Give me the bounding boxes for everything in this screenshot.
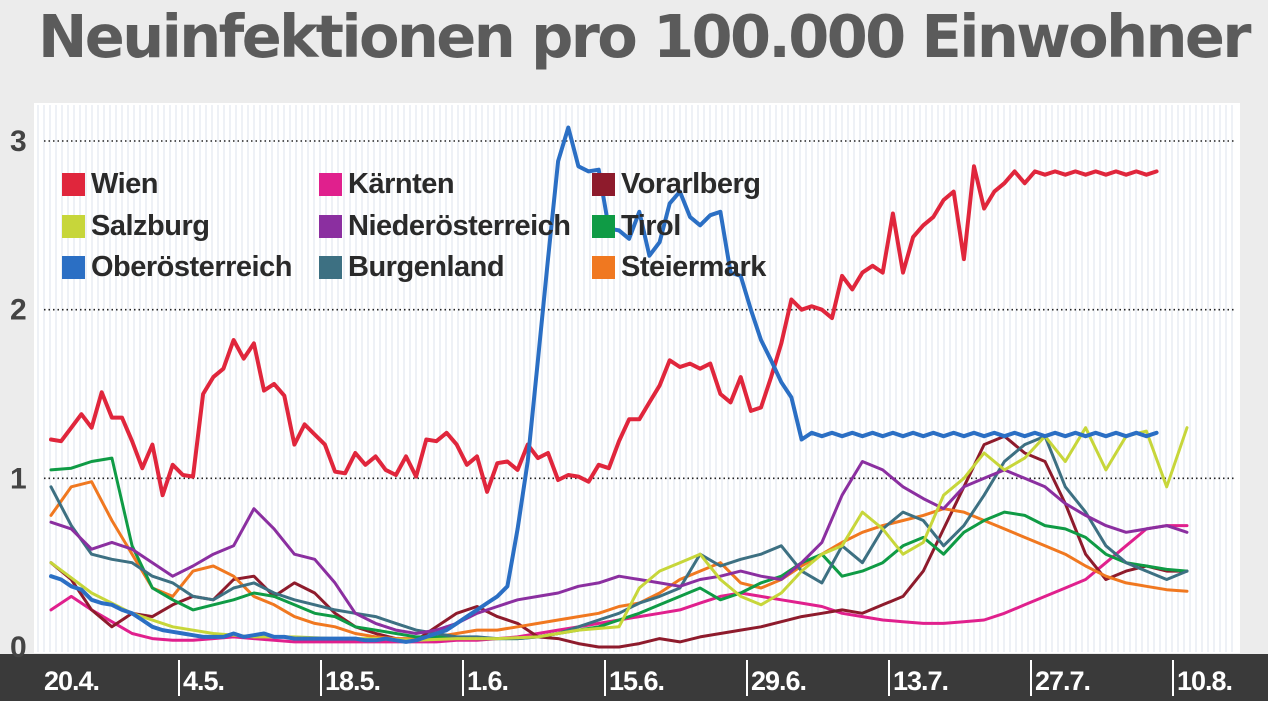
series-line-tirol xyxy=(49,456,1189,641)
legend-item: Oberösterreich xyxy=(62,251,292,284)
legend-label: Oberösterreich xyxy=(91,251,292,283)
legend-item: Salzburg xyxy=(62,210,210,243)
legend-item: Vorarlberg xyxy=(592,168,761,201)
chart-title: Neuinfektionen pro 100.000 Einwohner xyxy=(38,2,1251,71)
legend-swatch xyxy=(62,173,85,196)
x-tick-label: 1.6. xyxy=(467,666,508,696)
y-tick-label: 0 xyxy=(10,631,27,664)
y-tick-label: 2 xyxy=(10,294,27,327)
legend-label: Tirol xyxy=(621,210,681,242)
x-tick-label: 13.7. xyxy=(893,666,948,696)
legend-swatch xyxy=(319,256,342,279)
legend: Wien Salzburg Oberösterreich Kärnten Niederö… xyxy=(62,166,802,292)
series-line-vorarlberg xyxy=(49,434,1189,649)
series-line-steiermark xyxy=(49,480,1189,641)
legend-swatch xyxy=(592,256,615,279)
legend-label: Salzburg xyxy=(91,210,210,242)
x-tick-label: 10.8. xyxy=(1177,666,1232,696)
legend-swatch xyxy=(319,173,342,196)
x-tick-label: 18.5. xyxy=(325,666,380,696)
x-tick-label: 4.5. xyxy=(183,666,224,696)
legend-swatch xyxy=(592,215,615,238)
legend-swatch xyxy=(319,215,342,238)
legend-swatch xyxy=(62,215,85,238)
legend-item: Wien xyxy=(62,168,159,201)
legend-item: Kärnten xyxy=(319,168,455,201)
x-tick-label: 27.7. xyxy=(1035,666,1090,696)
x-tick-label: 15.6. xyxy=(609,666,664,696)
x-tick-label: 29.6. xyxy=(751,666,806,696)
legend-item: Niederösterreich xyxy=(319,210,571,243)
x-tick-label: 20.4. xyxy=(44,666,99,696)
gridlines xyxy=(44,140,1234,480)
legend-label: Burgenland xyxy=(348,251,505,283)
series-line-oberoesterreich xyxy=(49,125,1159,644)
y-tick-label: 1 xyxy=(10,462,27,495)
x-axis-bar xyxy=(0,654,1268,701)
legend-item: Burgenland xyxy=(319,251,505,284)
legend-label: Kärnten xyxy=(348,168,455,200)
legend-item: Steiermark xyxy=(592,251,766,284)
legend-swatch xyxy=(62,256,85,279)
series-line-niederoesterreich xyxy=(49,460,1189,635)
legend-label: Wien xyxy=(91,168,159,200)
legend-label: Vorarlberg xyxy=(621,168,761,200)
y-tick-label: 3 xyxy=(10,125,27,158)
legend-label: Niederösterreich xyxy=(348,210,571,242)
legend-swatch xyxy=(592,173,615,196)
legend-label: Steiermark xyxy=(621,251,766,283)
series-line-wien xyxy=(49,164,1159,498)
legend-item: Tirol xyxy=(592,210,681,243)
